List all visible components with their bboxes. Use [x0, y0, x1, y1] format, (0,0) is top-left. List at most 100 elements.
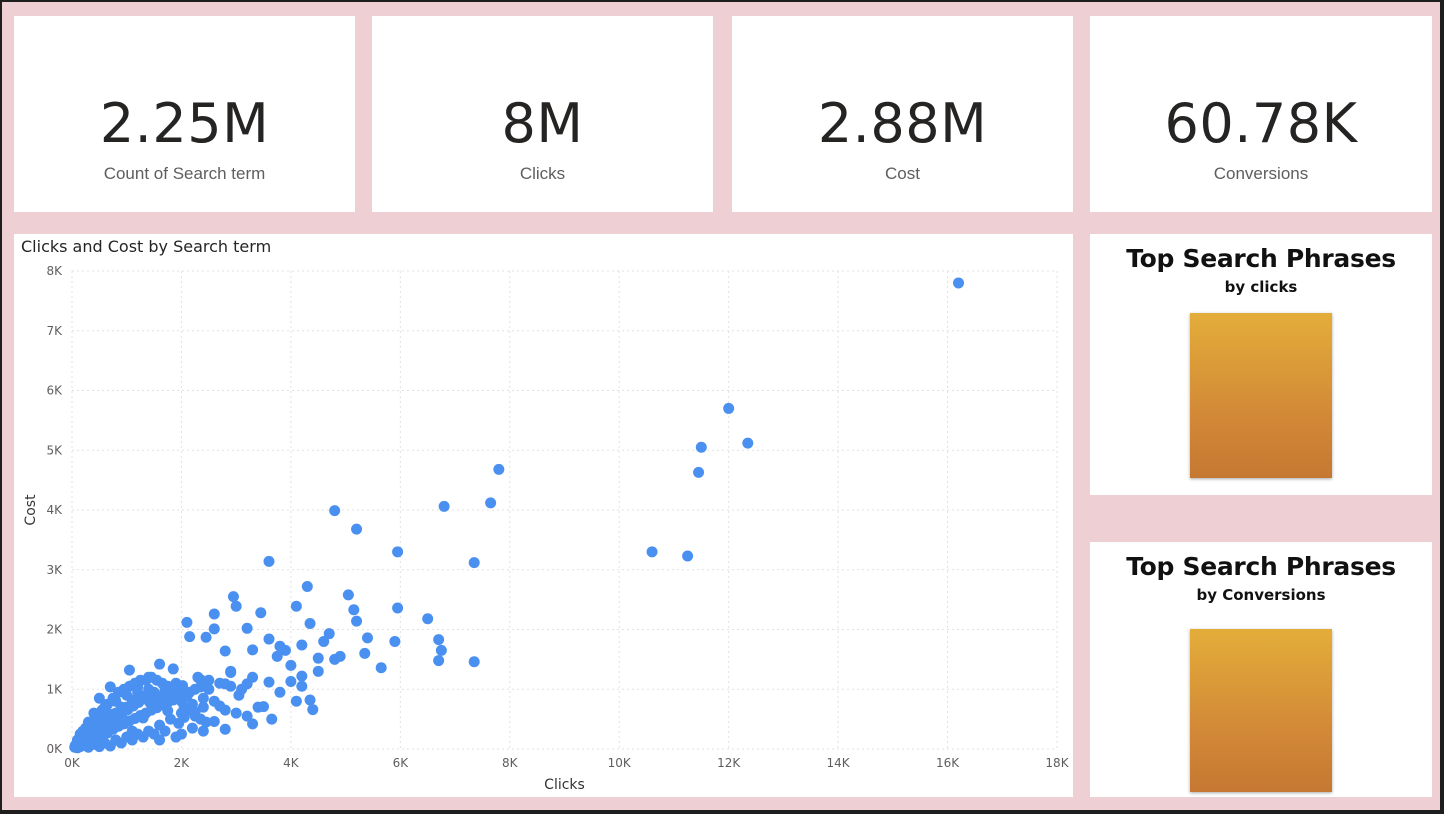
scatter-point[interactable] — [433, 655, 445, 667]
scatter-point[interactable] — [93, 692, 105, 704]
scatter-point[interactable] — [351, 523, 363, 535]
scatter-point[interactable] — [359, 647, 371, 659]
scatter-point[interactable] — [271, 650, 283, 662]
scatter-point[interactable] — [392, 602, 404, 614]
scatter-point[interactable] — [200, 716, 212, 728]
scatter-chart-card[interactable]: Clicks and Cost by Search term 0K 2K 4K 6K 8… — [14, 234, 1073, 797]
kpi-card-conversions[interactable]: 60.78K Conversions — [1090, 16, 1432, 212]
scatter-point[interactable] — [247, 644, 259, 656]
scatter-point[interactable] — [181, 616, 193, 628]
scatter-point[interactable] — [203, 674, 215, 686]
scatter-point[interactable] — [159, 725, 171, 737]
scatter-point[interactable] — [266, 713, 278, 725]
scatter-point[interactable] — [682, 550, 694, 562]
top-search-phrases-by-conversions-card[interactable]: Top Search Phrases by Conversions — [1090, 542, 1432, 797]
scatter-point[interactable] — [318, 635, 330, 647]
scatter-point[interactable] — [263, 555, 275, 567]
scatter-point[interactable] — [167, 663, 179, 675]
scatter-point[interactable] — [304, 618, 316, 630]
scatter-point[interactable] — [225, 665, 237, 677]
scatter-point[interactable] — [435, 644, 447, 656]
scatter-point[interactable] — [184, 631, 196, 643]
scatter-point[interactable] — [392, 546, 404, 558]
scatter-point[interactable] — [312, 652, 324, 664]
scatter-point[interactable] — [177, 680, 189, 692]
scatter-point[interactable] — [351, 615, 363, 627]
scatter-point[interactable] — [279, 644, 291, 656]
kpi-card-cost[interactable]: 2.88M Cost — [732, 16, 1073, 212]
scatter-point[interactable] — [93, 741, 105, 753]
kpi-card-clicks[interactable]: 8M Clicks — [372, 16, 713, 212]
scatter-point[interactable] — [723, 402, 735, 414]
scatter-point[interactable] — [115, 737, 127, 749]
scatter-point[interactable] — [422, 613, 434, 625]
scatter-point[interactable] — [208, 623, 220, 635]
scatter-point[interactable] — [197, 692, 209, 704]
scatter-point[interactable] — [197, 701, 209, 713]
scatter-point[interactable] — [362, 632, 373, 644]
scatter-point[interactable] — [334, 650, 346, 662]
scatter-point[interactable] — [296, 639, 308, 651]
scatter-point[interactable] — [165, 713, 176, 725]
scatter-point[interactable] — [219, 723, 231, 735]
top-search-phrases-by-clicks-card[interactable]: Top Search Phrases by clicks — [1090, 234, 1432, 495]
scatter-point[interactable] — [263, 633, 275, 645]
scatter-point[interactable] — [208, 695, 220, 707]
scatter-point[interactable] — [255, 607, 267, 619]
scatter-point[interactable] — [285, 659, 297, 671]
scatter-point[interactable] — [274, 686, 286, 698]
scatter-point[interactable] — [208, 716, 220, 728]
scatter-point[interactable] — [230, 600, 242, 612]
scatter-point[interactable] — [307, 704, 319, 716]
scatter-point[interactable] — [296, 680, 308, 692]
scatter-point[interactable] — [225, 680, 237, 692]
scatter-point[interactable] — [342, 589, 354, 601]
scatter-point[interactable] — [154, 734, 166, 746]
scatter-point[interactable] — [312, 665, 324, 677]
scatter-point[interactable] — [126, 734, 138, 746]
scatter-point[interactable] — [323, 628, 335, 640]
scatter-point[interactable] — [123, 664, 135, 676]
scatter-point[interactable] — [186, 722, 198, 734]
scatter-point[interactable] — [433, 634, 445, 646]
scatter-point[interactable] — [247, 718, 259, 730]
scatter-point[interactable] — [953, 277, 964, 289]
scatter-point[interactable] — [252, 701, 264, 713]
scatter-point[interactable] — [197, 725, 209, 737]
scatter-point[interactable] — [438, 500, 450, 512]
scatter-point[interactable] — [230, 707, 242, 719]
scatter-point[interactable] — [301, 580, 313, 592]
scatter-point[interactable] — [214, 677, 226, 689]
scatter-point[interactable] — [389, 635, 401, 647]
scatter-point[interactable] — [742, 437, 754, 449]
scatter-point[interactable] — [200, 631, 212, 643]
scatter-plot[interactable]: 0K 2K 4K 6K 8K 10K 12K 14K 16K 18K 0K 1K 2K 3K 4K 5K 6K 7… — [14, 234, 1073, 797]
kpi-card-count-search-term[interactable]: 2.25M Count of Search term — [14, 16, 355, 212]
scatter-point[interactable] — [236, 683, 248, 695]
scatter-point[interactable] — [219, 645, 231, 657]
scatter-point[interactable] — [695, 441, 707, 453]
scatter-point[interactable] — [285, 675, 297, 687]
scatter-point[interactable] — [493, 463, 505, 475]
scatter-point[interactable] — [468, 656, 480, 668]
scatter-point[interactable] — [208, 608, 220, 620]
scatter-point[interactable] — [104, 681, 116, 693]
scatter-point[interactable] — [195, 681, 207, 693]
scatter-point[interactable] — [219, 704, 231, 716]
scatter-point[interactable] — [304, 694, 316, 706]
scatter-point[interactable] — [468, 557, 480, 569]
scatter-point[interactable] — [375, 662, 387, 674]
scatter-point[interactable] — [329, 505, 341, 517]
scatter-point[interactable] — [241, 622, 253, 634]
scatter-point[interactable] — [290, 695, 302, 707]
scatter-point[interactable] — [104, 740, 116, 752]
scatter-point[interactable] — [296, 670, 308, 682]
scatter-point[interactable] — [170, 731, 182, 743]
scatter-point[interactable] — [241, 710, 253, 722]
scatter-point[interactable] — [137, 731, 149, 743]
scatter-point[interactable] — [154, 658, 166, 670]
scatter-point[interactable] — [192, 671, 204, 683]
scatter-point[interactable] — [693, 466, 705, 478]
scatter-point[interactable] — [348, 604, 360, 616]
scatter-point[interactable] — [227, 591, 239, 603]
